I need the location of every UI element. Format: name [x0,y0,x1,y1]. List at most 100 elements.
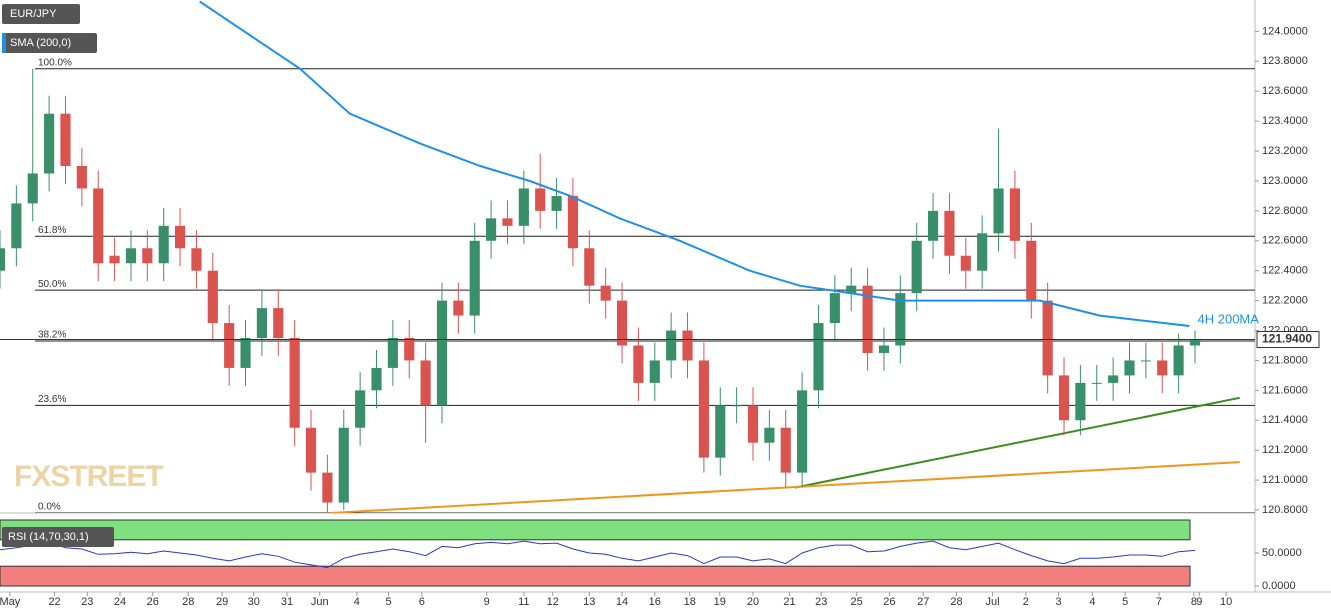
x-tick-label: 26 [147,596,159,608]
rsi-y-tick-label: 0.0000 [1262,580,1296,592]
watermark: FXSTREET [14,460,163,493]
x-tick-label: 2 [1023,596,1029,608]
y-tick-label: 122.6000 [1262,235,1308,247]
candle-body [518,188,529,226]
candle-body [731,405,742,407]
x-tick-label: 20 [747,596,759,608]
price-plot: 100.0% 61.8% 50.0% 38.2% 23.6% 0.0% [0,0,1255,513]
candle-body [1157,360,1168,376]
fib-label: 61.8% [38,225,66,236]
candle-body [813,323,824,391]
candle-body [895,293,906,346]
indicator-label: SMA (200,0) [10,37,71,49]
x-tick-label: May [0,596,21,608]
candle-body [420,360,431,406]
symbol-label-box [2,4,80,24]
y-tick-label: 121.0000 [1262,474,1308,486]
candle-body [1124,360,1135,376]
x-tick-label: 30 [248,596,260,608]
candle-body [387,338,398,368]
rsi-oversold-zone [0,565,1191,587]
candle-body [944,210,955,256]
candle-body [109,255,120,264]
candle-body [993,188,1004,234]
candle-body [551,195,562,211]
candle-body [60,113,71,167]
candle-body [649,360,660,383]
x-tick-label: 4 [1089,596,1095,608]
x-tick-label: 4 [354,596,360,608]
candle-body [322,472,333,503]
candle-body [600,285,611,301]
candle-body [666,330,677,361]
candle-body [911,240,922,294]
rsi-label: RSI (14,70,30,1) [8,531,89,543]
candle-body [371,367,382,391]
trend-line [330,461,1240,513]
candle-body [436,300,448,406]
candle-body [764,427,775,443]
candle-body [927,210,939,241]
x-tick-label: 28 [182,596,194,608]
x-tick-label: 23 [815,596,827,608]
x-tick-label: 25 [851,596,863,608]
candle-body [158,225,169,264]
x-tick-label: 10 [1220,596,1232,608]
candle-body [584,248,595,286]
candle-body [224,323,235,368]
y-tick-label: 122.2000 [1262,295,1308,307]
x-tick-label: 29 [216,596,228,608]
x-tick-label: 14 [616,596,628,608]
indicator-label-box [2,33,97,53]
candle-body [207,270,218,324]
candle-body [1108,375,1119,383]
y-tick-label: 120.8000 [1262,504,1308,516]
candle-body [453,300,464,316]
x-tick-label: 23 [81,596,93,608]
x-tick-label: 5 [1122,596,1128,608]
fib-label: 23.6% [38,394,66,405]
last-price-label: 121.9400 [1262,332,1312,346]
x-tick-label: 26 [883,596,895,608]
x-tick-label: 27 [917,596,929,608]
x-tick-label: 31 [281,596,293,608]
candle-body [747,405,759,443]
fib-label: 50.0% [38,279,66,290]
rsi-panel: 50.0000 0.0000 RSI (14,70,30,1) [0,519,1302,592]
y-tick-label: 121.6000 [1262,384,1308,396]
candle-body [1058,375,1070,421]
candle-body [715,405,726,458]
candle-body [535,188,546,211]
candle-body [960,255,971,271]
candle-body [862,285,873,353]
rsi-y-tick-label: 50.0000 [1262,547,1302,559]
rsi-label-box [2,527,114,547]
fib-label: 100.0% [38,57,72,68]
x-tick-label: 22 [48,596,60,608]
candle-body [878,345,890,353]
candle-body [616,300,628,346]
candle-body [1091,382,1102,384]
candle-body [682,330,693,361]
candle-body [502,218,513,226]
candle-body [289,338,300,428]
x-tick-label: 7 [1156,596,1162,608]
candle-body [142,248,153,264]
candle-body [1075,382,1086,421]
y-tick-label: 123.6000 [1262,85,1308,97]
candle-body [273,308,284,339]
candle-body [93,188,104,264]
x-tick-label: 6 [419,596,425,608]
trend-line [794,396,1240,489]
candle-body [11,203,22,249]
y-tick-label: 121.2000 [1262,444,1308,456]
candle-body [338,427,349,503]
sma-line [199,0,1190,327]
candle-body [404,338,415,361]
x-tick-label: 12 [547,596,559,608]
rsi-line [0,540,1196,569]
candle-body [633,345,644,383]
fib-label: 0.0% [38,502,61,513]
y-tick-label: 121.4000 [1262,414,1308,426]
candle-body [240,338,251,368]
